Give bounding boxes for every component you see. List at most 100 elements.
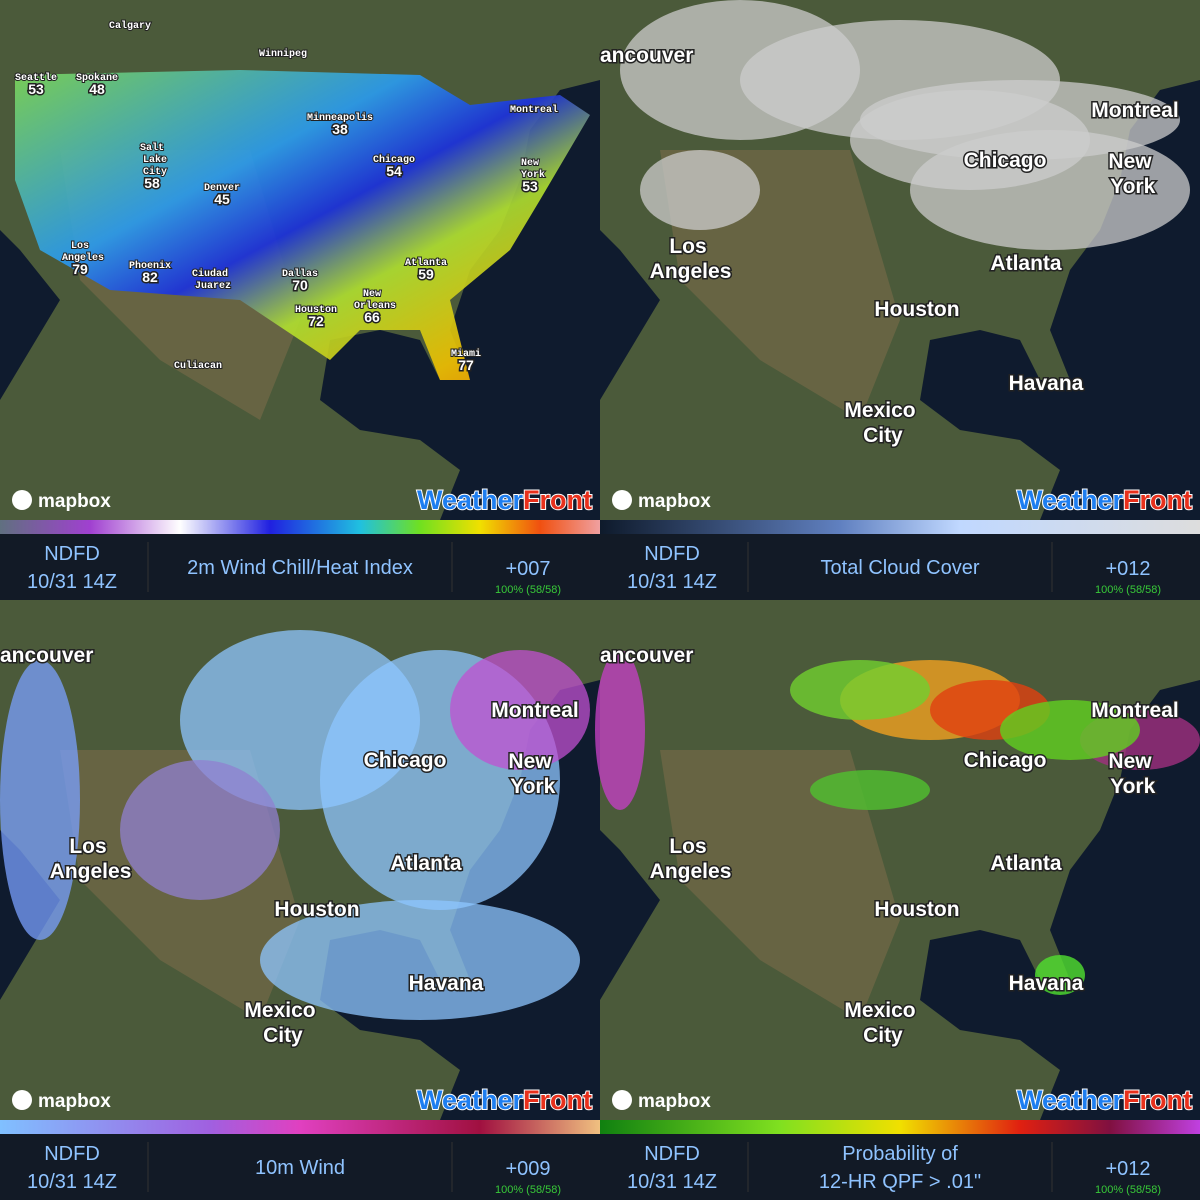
wind-area <box>450 650 590 770</box>
city-label: New York <box>1105 750 1156 798</box>
map-panel: ancouver Montreal Chicago New York Los Angel… <box>0 600 600 1200</box>
mapbox-logo-icon <box>612 1090 632 1110</box>
city-label: Chicago <box>964 749 1047 772</box>
wind-area <box>0 660 80 940</box>
city-label: Atlanta <box>390 852 461 875</box>
city-label: Seattle <box>15 72 57 84</box>
footer-time: 10/31 14Z <box>627 571 717 593</box>
footer-bar <box>0 534 600 600</box>
city-label: Atlanta <box>990 852 1061 875</box>
brand-logo: WeatherFront <box>1017 1085 1192 1115</box>
city-label: New York <box>505 750 556 798</box>
city-label: ancouver <box>600 644 693 667</box>
footer-product: 10m Wind <box>255 1157 345 1179</box>
city-label: Dallas <box>282 268 318 280</box>
footer-time: 10/31 14Z <box>27 1171 117 1193</box>
city-value: 77 <box>458 357 474 373</box>
footer-offset: +009 <box>505 1158 550 1180</box>
city-label: Houston <box>274 898 359 921</box>
city-value: 45 <box>214 191 230 207</box>
city-value: 70 <box>292 277 308 293</box>
city-label: Denver <box>204 183 240 194</box>
city-label: Montreal <box>1091 699 1179 722</box>
mapbox-logo: mapbox <box>638 491 711 512</box>
city-value: 66 <box>364 309 380 325</box>
city-value: 53 <box>28 81 44 97</box>
footer-time: 10/31 14Z <box>27 571 117 593</box>
footer-bar <box>0 1134 600 1200</box>
brand-weather: Weather <box>1017 485 1124 515</box>
precip-area <box>810 770 930 810</box>
footer-time: 10/31 14Z <box>627 1171 717 1193</box>
footer-progress: 100% (58/58) <box>1095 1184 1161 1196</box>
brand-front: Front <box>523 1085 592 1115</box>
city-label: New Orleans <box>348 289 396 312</box>
brand-weather: Weather <box>417 485 524 515</box>
city-label: Montreal <box>491 699 579 722</box>
city-value: 58 <box>144 175 160 191</box>
city-label: Spokane <box>76 72 118 84</box>
city-label: Havana <box>409 972 484 995</box>
precip-area <box>595 650 645 810</box>
footer-bar <box>600 1134 1200 1200</box>
city-label: Miami <box>451 348 481 360</box>
wind-area <box>120 760 280 900</box>
footer-product: Total Cloud Cover <box>821 557 980 579</box>
footer-product: 2m Wind Chill/Heat Index <box>187 557 413 579</box>
city-label: Culiacan <box>174 360 222 372</box>
city-label: Chicago <box>373 154 415 166</box>
city-label: Salt Lake City <box>137 142 167 178</box>
footer-progress: 100% (58/58) <box>1095 584 1161 596</box>
mapbox-logo-icon <box>12 1090 32 1110</box>
city-label: Mexico City <box>844 399 915 447</box>
city-label: Montreal <box>510 104 558 116</box>
brand-weather: Weather <box>1017 1085 1124 1115</box>
map-panel: ancouver Montreal Chicago New York Los Angel… <box>595 600 1200 1200</box>
city-label: Los Angeles <box>56 241 104 264</box>
city-label: Mexico City <box>844 999 915 1047</box>
city-label: New York <box>515 158 545 181</box>
city-label: Phoenix <box>129 260 171 272</box>
footer-offset: +012 <box>1105 1158 1150 1180</box>
city-label: Houston <box>295 305 337 316</box>
city-label: Los Angeles <box>45 835 132 883</box>
footer-offset: +012 <box>1105 558 1150 580</box>
footer-source: NDFD <box>644 543 700 565</box>
city-label: Minneapolis <box>307 112 373 124</box>
city-value: 82 <box>142 269 158 285</box>
city-value: 54 <box>386 163 402 179</box>
city-value: 59 <box>418 266 434 282</box>
precip-area <box>1035 955 1085 995</box>
city-value: 79 <box>72 261 88 277</box>
map-desert <box>660 750 900 1020</box>
city-value: 38 <box>332 121 348 137</box>
mapbox-logo: mapbox <box>38 1091 111 1112</box>
cloud-area <box>640 150 760 230</box>
wind-area <box>260 900 580 1020</box>
city-label: Houston <box>874 898 959 921</box>
city-label: Chicago <box>364 749 447 772</box>
footer-offset: +007 <box>505 558 550 580</box>
city-label: Atlanta <box>990 252 1061 275</box>
precip-area <box>1000 700 1140 760</box>
footer-product: Probability of <box>842 1143 958 1165</box>
city-value: 48 <box>89 81 105 97</box>
cloud-area <box>860 80 1180 160</box>
footer-source: NDFD <box>44 543 100 565</box>
city-label: Winnipeg <box>259 48 307 60</box>
footer-progress: 100% (58/58) <box>495 584 561 596</box>
brand-logo: WeatherFront <box>417 1085 592 1115</box>
mapbox-logo-icon <box>12 490 32 510</box>
city-label: ancouver <box>600 44 693 67</box>
mapbox-logo-icon <box>612 490 632 510</box>
map-panel: ancouver Montreal Chicago New York Los Angel… <box>599 0 1200 600</box>
footer-source: NDFD <box>44 1143 100 1165</box>
city-label: Calgary <box>109 20 151 32</box>
brand-front: Front <box>1123 485 1192 515</box>
city-label: Mexico City <box>244 999 315 1047</box>
brand-front: Front <box>1123 1085 1192 1115</box>
color-scale <box>0 520 600 534</box>
brand-logo: WeatherFront <box>1017 485 1192 515</box>
